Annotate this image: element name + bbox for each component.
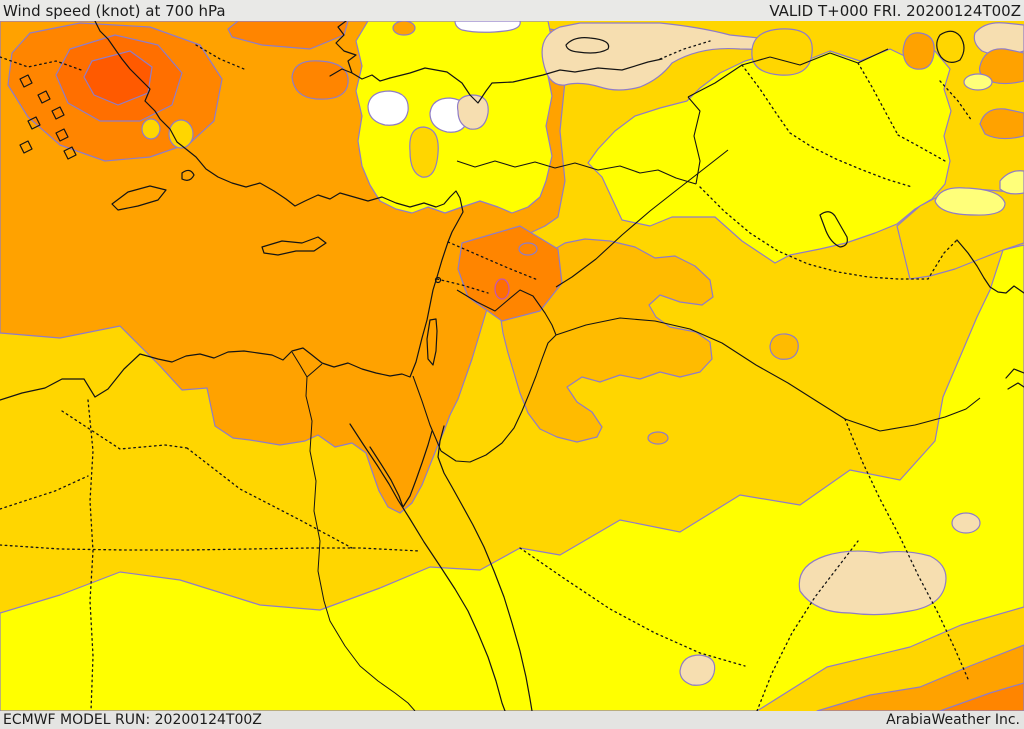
amber-spot-small	[647, 431, 669, 445]
balkan-dotted	[0, 44, 245, 72]
border-layer	[412, 48, 981, 463]
syria-iraq-border	[555, 149, 729, 288]
egypt-sudan-border	[0, 544, 421, 552]
iraq-saudi-border	[555, 317, 981, 432]
iraq-iran-border-dotted	[699, 186, 958, 280]
dark-orange-spot-anatolia	[291, 60, 349, 100]
contour-fill-layer	[0, 21, 1024, 711]
persian-gulf-coastline	[956, 239, 1024, 390]
peach-spot-saudi-small	[679, 654, 716, 686]
pale-yellow-spot-3	[999, 170, 1024, 195]
dark-orange-se-corner	[939, 682, 1024, 711]
credit-label: ArabiaWeather Inc.	[886, 712, 1020, 728]
map-header-bar: Wind speed (knot) at 700 hPa VALID T+000…	[0, 0, 1024, 21]
orange-patch-iran-2	[979, 108, 1024, 140]
peach-spot-east-small	[951, 512, 981, 534]
red-sea-west-coast	[349, 423, 506, 711]
aegean-islands	[19, 74, 195, 181]
peach-region-ne-turkey	[541, 22, 794, 91]
turkey-east-border	[687, 48, 889, 185]
egypt-libya-border	[87, 399, 94, 711]
map-title: Wind speed (knot) at 700 hPa	[3, 2, 226, 20]
peach-region-saudi	[798, 550, 947, 616]
lake-van	[565, 37, 610, 54]
strongest-wind-core	[83, 50, 153, 106]
dead-sea	[426, 318, 438, 366]
gold-patch-armenia	[751, 28, 813, 76]
coastline-layer	[0, 21, 1024, 711]
gold-patch-in-band	[409, 126, 439, 178]
white-patch-1	[367, 90, 409, 126]
mediterranean-coastline	[0, 21, 464, 401]
white-patch-top	[454, 21, 521, 33]
peach-tongue	[456, 94, 489, 130]
amber-spot-east	[769, 333, 799, 360]
caucasus-iran-dotted	[659, 40, 973, 188]
red-sea-east-coast	[437, 425, 533, 711]
valid-time-label: VALID T+000 FRI. 20200124T00Z	[769, 2, 1021, 20]
sinai-coastline	[369, 430, 433, 508]
dark-orange-band-north-turkey	[227, 21, 349, 50]
marmara-coastline	[329, 21, 391, 82]
egypt-israel-border	[412, 375, 442, 452]
sea-of-galilee	[434, 276, 442, 284]
dotted-border-layer	[0, 40, 973, 711]
lake-urmia	[936, 30, 965, 63]
nile-river	[291, 351, 416, 711]
orange-patch-iran-1	[978, 48, 1024, 85]
yellow-region-northeast	[587, 48, 952, 264]
deep-orange-core-jordan	[494, 278, 510, 300]
gold-spot-in-dark-2	[168, 119, 194, 149]
orange-patch-caucasus	[902, 32, 935, 70]
black-sea-coastline	[389, 58, 663, 104]
cyprus-island	[261, 236, 327, 256]
map-footer-bar: ECMWF MODEL RUN: 20200124T00Z ArabiaWeat…	[0, 711, 1024, 729]
turkey-syria-border	[456, 160, 697, 185]
gold-spot-in-dark-1	[141, 118, 161, 140]
orange-band-se-corner	[816, 644, 1024, 711]
pale-yellow-spot-1	[963, 73, 993, 91]
egypt-admin-dotted	[0, 410, 353, 549]
orange-spot-top	[392, 21, 416, 36]
jordan-saudi-border	[440, 289, 557, 463]
pale-yellow-spot-2	[934, 187, 1006, 216]
dark-orange-ring-small	[518, 242, 538, 256]
yellow-region-south	[0, 244, 1024, 711]
crete-island	[111, 185, 167, 211]
wind-contour-map	[0, 21, 1024, 711]
syria-jordan-dotted	[436, 241, 539, 294]
saudi-admin-dotted	[519, 418, 969, 711]
map-canvas	[0, 21, 1024, 711]
model-run-label: ECMWF MODEL RUN: 20200124T00Z	[3, 712, 262, 728]
lake-tharthar	[819, 211, 848, 248]
